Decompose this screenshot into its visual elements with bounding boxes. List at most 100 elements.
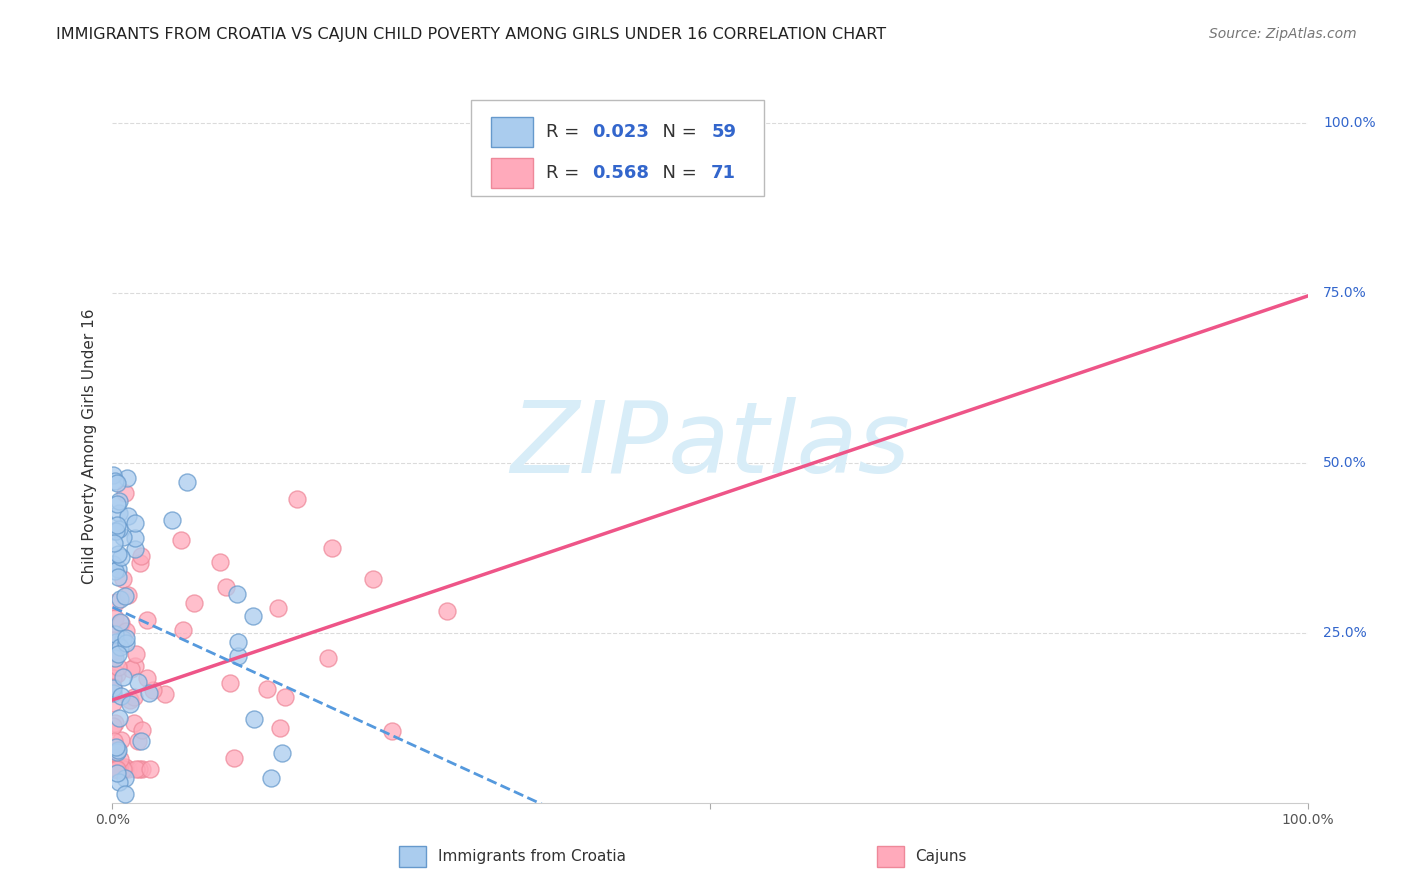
Point xyxy=(271,747,294,761)
Point xyxy=(218,676,240,690)
Point xyxy=(242,712,264,726)
Point xyxy=(162,513,184,527)
Point xyxy=(104,595,127,609)
Point xyxy=(274,690,297,704)
Point xyxy=(110,550,132,565)
Point xyxy=(112,632,135,646)
Point xyxy=(114,760,136,774)
Point xyxy=(105,762,128,776)
Point xyxy=(107,660,129,674)
Point xyxy=(172,624,194,638)
Point xyxy=(115,631,138,645)
Point xyxy=(104,610,127,624)
Point xyxy=(176,475,198,490)
Point xyxy=(110,752,132,766)
Point xyxy=(256,681,278,696)
Text: 25.0%: 25.0% xyxy=(1323,626,1367,640)
Text: IMMIGRANTS FROM CROATIA VS CAJUN CHILD POVERTY AMONG GIRLS UNDER 16 CORRELATION : IMMIGRANTS FROM CROATIA VS CAJUN CHILD P… xyxy=(56,27,886,42)
Point xyxy=(103,467,125,482)
Point xyxy=(108,711,131,725)
Point xyxy=(118,693,141,707)
Point xyxy=(225,586,247,600)
Point xyxy=(226,648,249,663)
Point xyxy=(135,613,157,627)
Point xyxy=(105,666,128,681)
Point xyxy=(112,573,135,587)
Point xyxy=(129,734,152,748)
Point xyxy=(105,766,128,780)
Point xyxy=(316,650,339,665)
Point xyxy=(103,535,125,549)
Point xyxy=(222,750,245,764)
Point xyxy=(104,650,127,665)
Point xyxy=(105,745,128,759)
Point xyxy=(104,635,127,649)
Point xyxy=(104,716,127,731)
FancyBboxPatch shape xyxy=(471,100,763,196)
Point xyxy=(103,524,125,538)
Point xyxy=(242,608,264,623)
Point xyxy=(111,670,134,684)
Point xyxy=(107,743,129,757)
Point xyxy=(103,762,125,776)
Point xyxy=(124,531,146,545)
Point xyxy=(103,557,125,571)
Point xyxy=(105,743,128,757)
Point xyxy=(104,762,127,776)
Point xyxy=(215,580,238,594)
Point xyxy=(104,475,127,489)
Point xyxy=(104,627,127,641)
Text: R =: R = xyxy=(547,123,585,141)
Point xyxy=(138,686,160,700)
Text: Immigrants from Croatia: Immigrants from Croatia xyxy=(437,849,626,863)
Point xyxy=(108,591,131,606)
Bar xyxy=(491,158,533,188)
Point xyxy=(124,716,146,731)
Point xyxy=(114,485,136,500)
Point xyxy=(110,733,132,747)
Point xyxy=(101,719,124,733)
Point xyxy=(114,787,136,801)
Point xyxy=(128,762,150,776)
Point xyxy=(107,647,129,661)
Bar xyxy=(877,846,904,867)
Point xyxy=(101,762,124,776)
Point xyxy=(105,762,128,776)
Point xyxy=(101,762,124,776)
Point xyxy=(101,686,124,700)
Point xyxy=(110,616,132,631)
Point xyxy=(117,588,139,602)
Point xyxy=(107,547,129,561)
Point xyxy=(115,624,138,638)
Point xyxy=(321,541,343,555)
Point xyxy=(125,762,148,776)
Point xyxy=(115,471,138,485)
Point xyxy=(117,762,139,776)
Point xyxy=(107,775,129,789)
Point xyxy=(101,696,124,710)
Point xyxy=(104,564,127,578)
Text: 100.0%: 100.0% xyxy=(1323,116,1375,130)
Point xyxy=(108,523,131,537)
Point xyxy=(105,476,128,491)
Point xyxy=(209,555,232,569)
Point xyxy=(155,687,177,701)
Bar xyxy=(491,117,533,147)
Point xyxy=(124,541,146,556)
Text: R =: R = xyxy=(547,164,585,182)
Text: N =: N = xyxy=(651,164,703,182)
Text: 50.0%: 50.0% xyxy=(1323,456,1367,470)
Point xyxy=(267,600,290,615)
Point xyxy=(104,739,127,754)
Point xyxy=(105,518,128,533)
Text: N =: N = xyxy=(651,123,703,141)
Point xyxy=(269,721,291,735)
Point xyxy=(117,508,139,523)
Point xyxy=(122,690,145,704)
Point xyxy=(101,633,124,648)
Text: 71: 71 xyxy=(711,164,737,182)
Text: 0.568: 0.568 xyxy=(592,164,648,182)
Point xyxy=(381,724,404,739)
Point xyxy=(260,771,283,785)
Point xyxy=(118,697,141,711)
